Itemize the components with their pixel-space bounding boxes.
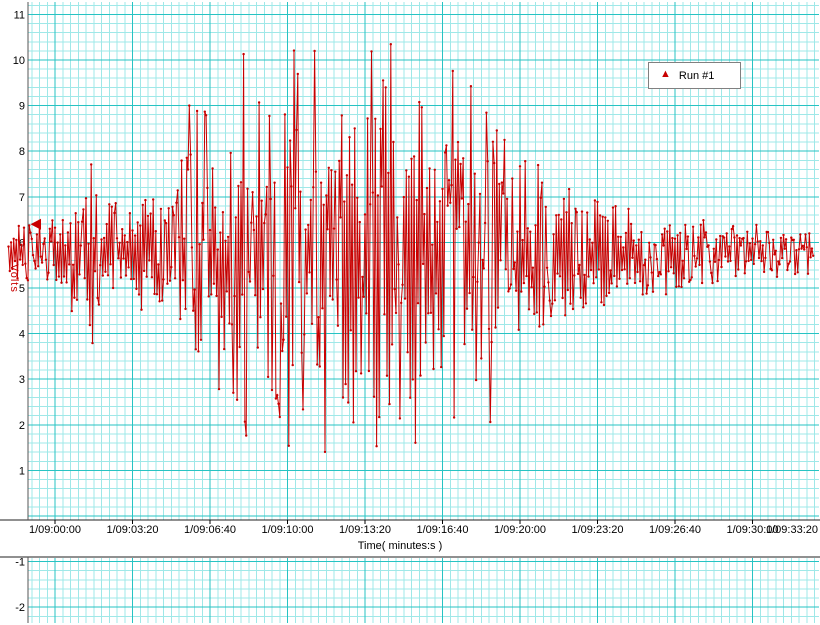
x-axis-title: Time( minutes:s ) xyxy=(357,540,443,552)
x-tick-label: 1/09:33:20 xyxy=(766,524,818,536)
y-tick-label: 2 xyxy=(19,420,25,432)
y-tick-label: 7 xyxy=(19,192,25,204)
axis-ticks xyxy=(54,520,753,524)
x-tick-label: 1/09:13:20 xyxy=(339,524,391,536)
y-tick-label: 6 xyxy=(19,237,25,249)
y-tick-label: -2 xyxy=(15,602,25,614)
y-axis-label: Volts xyxy=(8,264,20,293)
x-tick-label: 1/09:06:40 xyxy=(184,524,236,536)
x-tick-label: 1/09:30:00 xyxy=(727,524,779,536)
x-tick-label: 1/09:20:00 xyxy=(494,524,546,536)
y-tick-label: 10 xyxy=(13,55,25,67)
x-tick-label: 1/09:03:20 xyxy=(107,524,159,536)
y-tick-label: 9 xyxy=(19,101,25,113)
y-tick-label: 8 xyxy=(19,146,25,158)
y-tick-labels: 11 10 9 8 7 6 5 4 3 2 1 -1 -2 xyxy=(13,9,25,614)
waveform-trace[interactable] xyxy=(8,44,814,452)
grid-major xyxy=(28,2,819,623)
y-tick-label: -1 xyxy=(15,557,25,569)
y-tick-label: 3 xyxy=(19,374,25,386)
y-tick-label: 4 xyxy=(19,329,25,341)
waveform-points xyxy=(7,43,815,454)
x-tick-labels: 1/09:00:00 1/09:03:20 1/09:06:40 1/09:10:00… xyxy=(29,524,818,536)
legend-marker-triangle-icon: ▲ xyxy=(660,68,671,80)
legend-label: Run #1 xyxy=(678,69,715,82)
y-tick-label: 11 xyxy=(14,9,25,21)
channel-pointer-icon[interactable] xyxy=(30,218,42,230)
x-tick-label: 1/09:10:00 xyxy=(262,524,314,536)
x-tick-label: 1/09:16:40 xyxy=(417,524,469,536)
x-tick-label: 1/09:26:40 xyxy=(649,524,701,536)
x-tick-label: 1/09:23:20 xyxy=(572,524,624,536)
legend: ▲ Run #1 xyxy=(648,62,741,89)
y-tick-label: 5 xyxy=(19,283,25,295)
y-tick-label: 1 xyxy=(19,465,25,477)
grid-minor xyxy=(28,2,819,623)
x-tick-label: 1/09:00:00 xyxy=(29,524,81,536)
